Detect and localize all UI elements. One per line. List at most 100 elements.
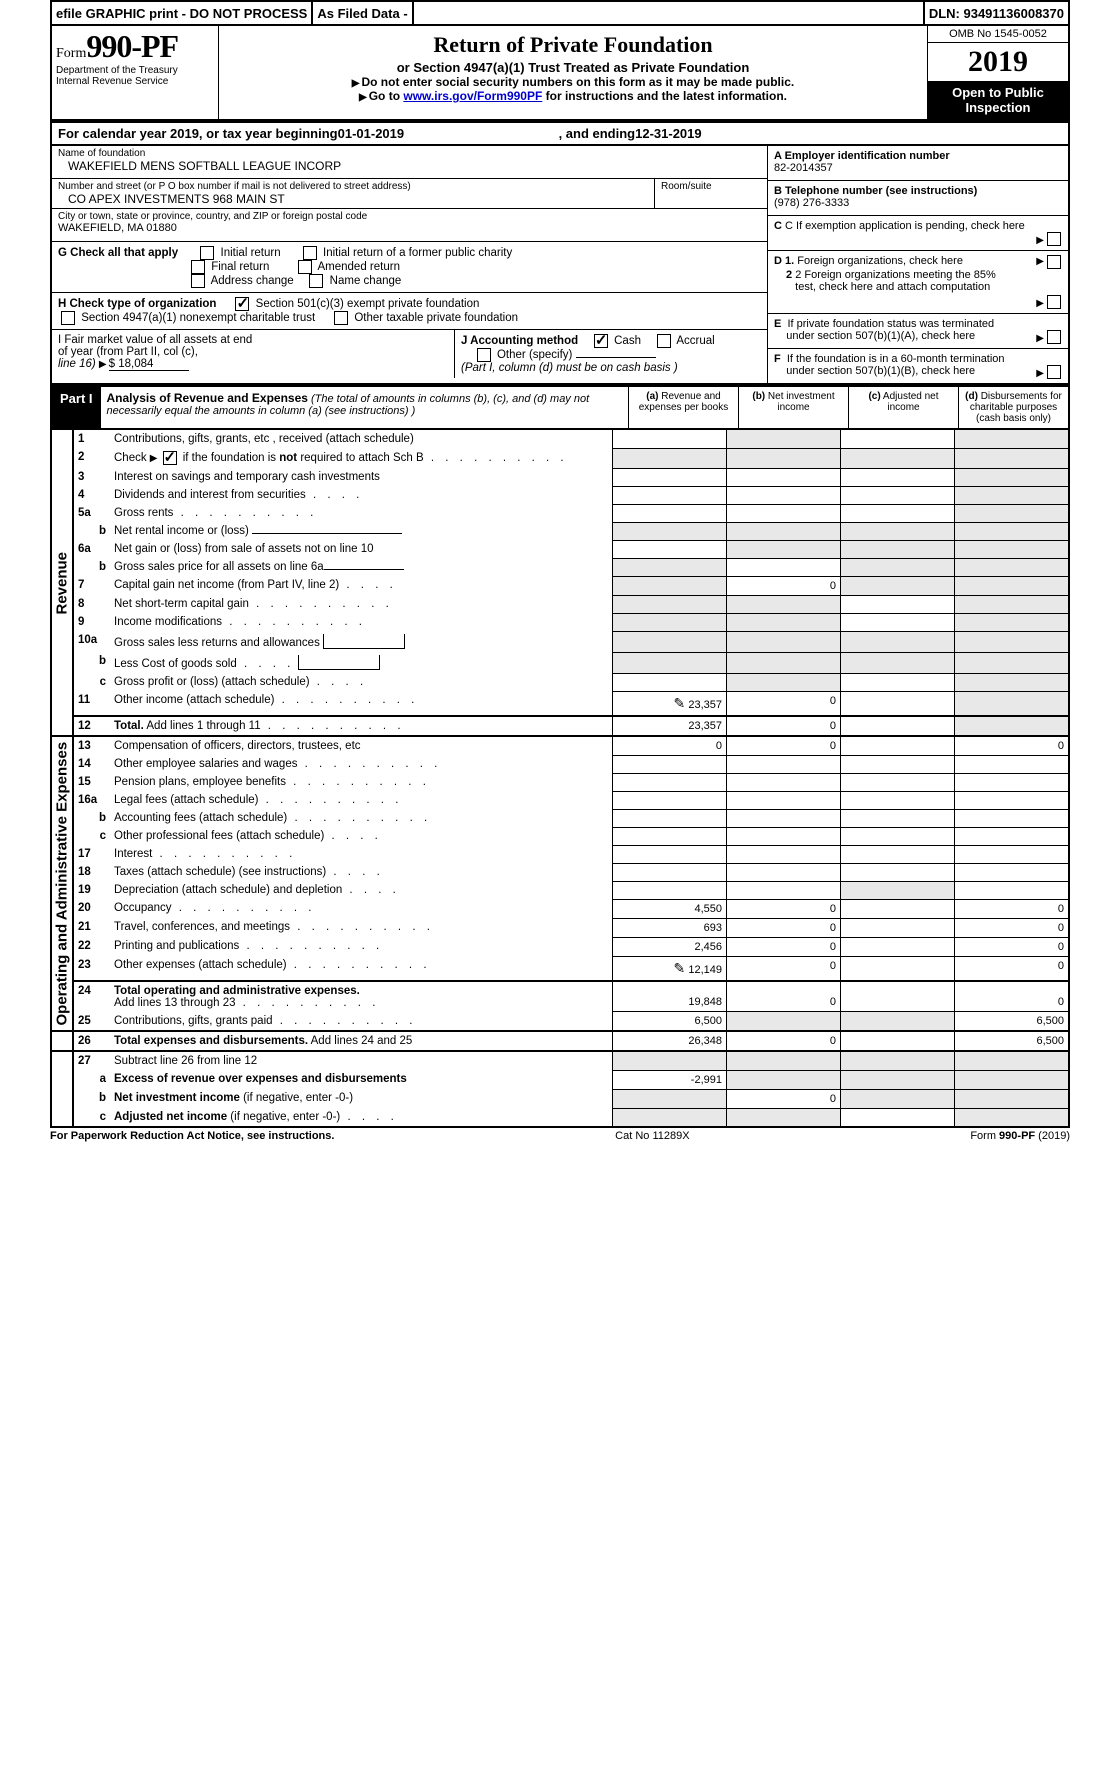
- top-bar: efile GRAPHIC print - DO NOT PROCESS As …: [50, 0, 1070, 26]
- line-no: 17: [73, 845, 110, 863]
- revenue-section-label: Revenue: [51, 430, 73, 736]
- checkbox-60month[interactable]: [1047, 365, 1061, 379]
- attachment-icon[interactable]: ✎: [674, 960, 686, 977]
- col-a-header: (a) Revenue and expenses per books: [628, 387, 738, 428]
- checkbox-initial-former[interactable]: [303, 246, 317, 260]
- checkbox-foreign-org[interactable]: [1047, 255, 1061, 269]
- section-i: I Fair market value of all assets at end…: [52, 330, 455, 378]
- line-no: 13: [73, 736, 110, 756]
- checkbox-terminated[interactable]: [1047, 330, 1061, 344]
- line-17: Interest: [110, 845, 613, 863]
- g-label: G Check all that apply: [58, 247, 178, 259]
- l20-text: Occupancy: [114, 902, 172, 914]
- header-center: Return of Private Foundation or Section …: [219, 26, 927, 119]
- g-opt3: Final return: [211, 261, 269, 273]
- checkbox-exemption-pending[interactable]: [1047, 232, 1061, 246]
- section-f: F If the foundation is in a 60-month ter…: [768, 349, 1068, 383]
- arrow-icon: [1036, 255, 1046, 267]
- omb-number: OMB No 1545-0052: [928, 26, 1068, 43]
- c-label: C If exemption application is pending, c…: [785, 220, 1025, 232]
- checkbox-sch-b[interactable]: [163, 451, 177, 465]
- l12-b: 0: [727, 716, 841, 736]
- cal-b: , and ending: [559, 126, 636, 141]
- checkbox-address-change[interactable]: [191, 274, 205, 288]
- checkbox-501c3[interactable]: [235, 297, 249, 311]
- line-18: Taxes (attach schedule) (see instruction…: [110, 863, 613, 881]
- l22-text: Printing and publications: [114, 940, 239, 952]
- l21-b: 0: [727, 918, 841, 937]
- checkbox-4947[interactable]: [61, 311, 75, 325]
- foundation-name-cell: Name of foundation WAKEFIELD MENS SOFTBA…: [52, 146, 767, 179]
- line-no: 8: [73, 595, 110, 613]
- l26-b: 0: [727, 1031, 841, 1051]
- checkbox-accrual[interactable]: [657, 334, 671, 348]
- info-right: A Employer identification number 82-2014…: [767, 146, 1068, 383]
- line-no: b: [73, 558, 110, 576]
- l22-d: 0: [955, 937, 1070, 956]
- col-c-header: (c) Adjusted net income: [848, 387, 958, 428]
- l26-d: 6,500: [955, 1031, 1070, 1051]
- form-prefix: Form: [56, 46, 86, 61]
- line-9: Income modifications: [110, 613, 613, 631]
- i-a: I Fair market value of all assets at end: [58, 334, 252, 346]
- part1-header: Part I Analysis of Revenue and Expenses …: [50, 385, 1070, 430]
- l13-a: 0: [613, 736, 727, 756]
- expenses-section-label: Operating and Administrative Expenses: [51, 736, 73, 1032]
- line-26: Total expenses and disbursements. Add li…: [110, 1031, 613, 1051]
- checkbox-other-taxable[interactable]: [334, 311, 348, 325]
- checkbox-amended-return[interactable]: [298, 260, 312, 274]
- section-d: D 1. Foreign organizations, check here 2…: [768, 251, 1068, 314]
- line-no: c: [73, 1108, 110, 1127]
- topbar-spacer: [414, 2, 925, 24]
- irs-link[interactable]: www.irs.gov/Form990PF: [403, 89, 542, 103]
- line-no: 6a: [73, 540, 110, 558]
- h-opt2: Section 4947(a)(1) nonexempt charitable …: [81, 312, 315, 324]
- j-cash: Cash: [614, 335, 641, 347]
- instr-2a: Go to: [369, 89, 404, 103]
- line-15: Pension plans, employee benefits: [110, 773, 613, 791]
- checkbox-initial-return[interactable]: [200, 246, 214, 260]
- line-27c: Adjusted net income (if negative, enter …: [110, 1108, 613, 1127]
- l20-a: 4,550: [613, 899, 727, 918]
- ein-value: 82-2014357: [774, 162, 833, 174]
- cal-begin: 01-01-2019: [338, 126, 405, 141]
- l8-text: Net short-term capital gain: [114, 598, 249, 610]
- l23-d: 0: [955, 956, 1070, 981]
- l12-a: 23,357: [613, 716, 727, 736]
- checkbox-other-method[interactable]: [477, 348, 491, 362]
- l13-d: 0: [955, 736, 1070, 756]
- line-27b: Net investment income (if negative, ente…: [110, 1089, 613, 1108]
- ein-label: A Employer identification number: [774, 150, 950, 162]
- instr-1-text: Do not enter social security numbers on …: [361, 75, 794, 89]
- room-label: Room/suite: [661, 181, 761, 192]
- l5b-text: Net rental income or (loss): [114, 525, 249, 537]
- l21-d: 0: [955, 918, 1070, 937]
- l24-d: 0: [955, 981, 1070, 1012]
- line-no: 23: [73, 956, 110, 981]
- l24b: Add lines 13 through 23: [114, 997, 235, 1009]
- name-label: Name of foundation: [58, 148, 761, 159]
- l25-d: 6,500: [955, 1012, 1070, 1032]
- l15-text: Pension plans, employee benefits: [114, 776, 286, 788]
- form-header: Form990-PF Department of the Treasury In…: [50, 26, 1070, 121]
- e-b: under section 507(b)(1)(A), check here: [786, 330, 975, 342]
- checkbox-cash[interactable]: [594, 334, 608, 348]
- line-no: 10a: [73, 631, 110, 652]
- line-6a: Net gain or (loss) from sale of assets n…: [110, 540, 613, 558]
- attachment-icon[interactable]: ✎: [674, 695, 686, 712]
- part1-table: Revenue 1 Contributions, gifts, grants, …: [50, 430, 1070, 1128]
- checkbox-name-change[interactable]: [309, 274, 323, 288]
- l2b: if the foundation is: [180, 452, 280, 464]
- line-no: 1: [73, 430, 110, 448]
- j-accrual: Accrual: [676, 335, 714, 347]
- d2b: test, check here and attach computation: [795, 281, 990, 293]
- checkbox-final-return[interactable]: [191, 260, 205, 274]
- checkbox-foreign-85[interactable]: [1047, 295, 1061, 309]
- line-16b: Accounting fees (attach schedule): [110, 809, 613, 827]
- l27b-bold: Net investment income: [114, 1092, 240, 1104]
- line-16c: Other professional fees (attach schedule…: [110, 827, 613, 845]
- l2c: required to attach Sch B: [297, 452, 424, 464]
- line-7: Capital gain net income (from Part IV, l…: [110, 576, 613, 595]
- l2a: Check: [114, 452, 150, 464]
- h-label: H Check type of organization: [58, 298, 216, 310]
